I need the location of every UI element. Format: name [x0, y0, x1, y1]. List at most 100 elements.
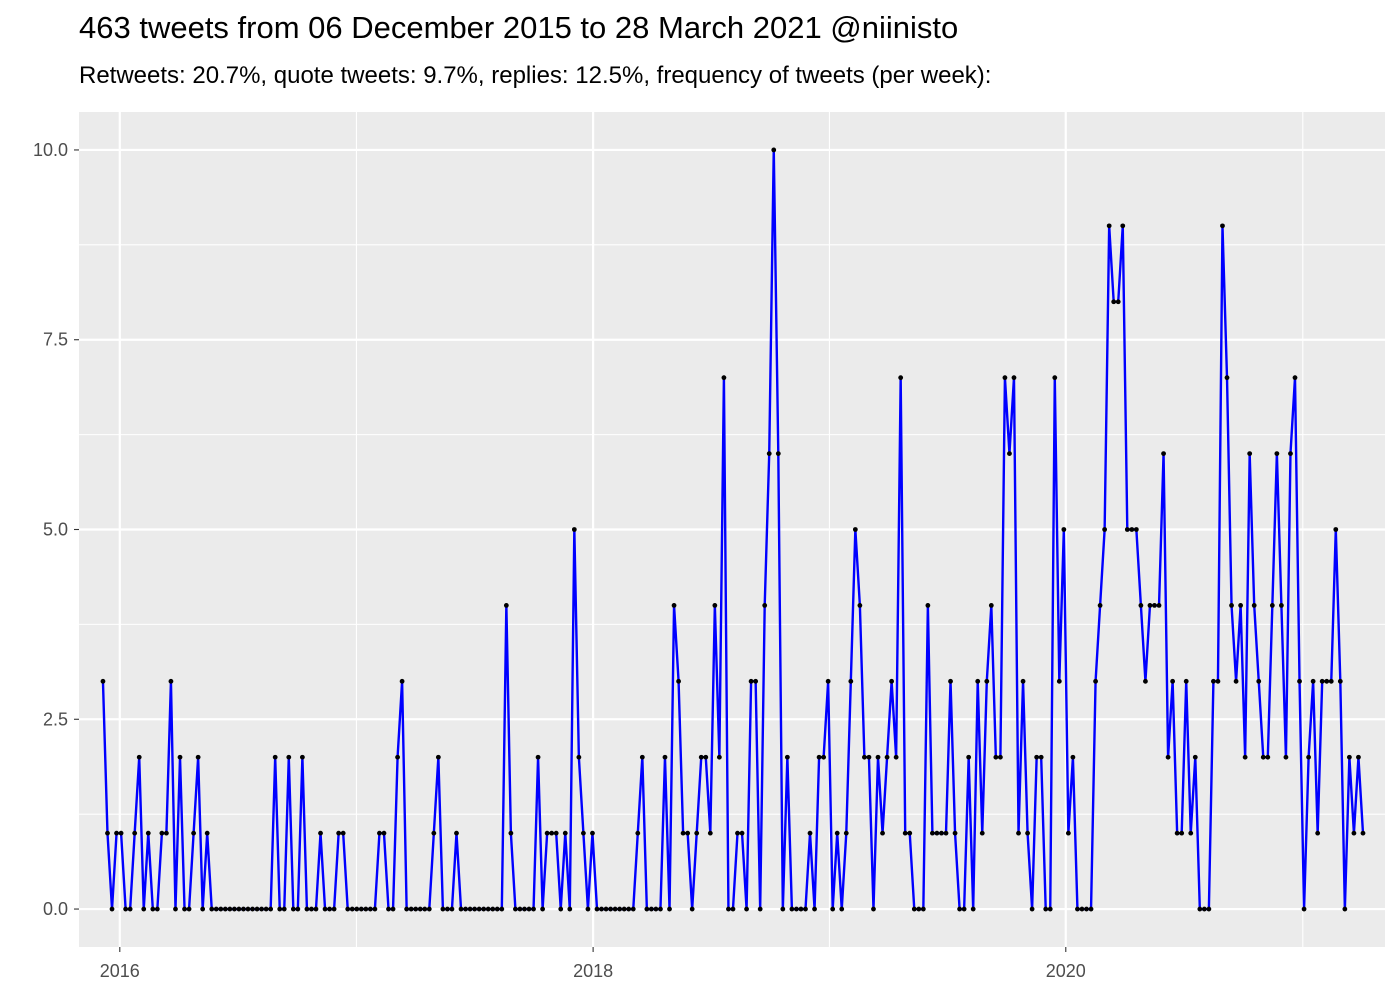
- data-point: [635, 830, 641, 836]
- data-point: [150, 906, 156, 912]
- data-point: [503, 603, 509, 608]
- data-point: [590, 830, 595, 836]
- data-point: [100, 678, 106, 684]
- data-point: [254, 906, 260, 912]
- data-point: [1229, 603, 1234, 608]
- data-point: [1224, 375, 1230, 381]
- data-point: [268, 906, 274, 912]
- data-point: [1143, 678, 1148, 684]
- data-point: [780, 906, 786, 912]
- data-point: [1279, 603, 1284, 608]
- data-point: [1215, 678, 1221, 684]
- data-point: [1133, 527, 1139, 532]
- data-point: [1079, 906, 1085, 912]
- data-point: [517, 906, 523, 912]
- data-point: [159, 830, 165, 836]
- data-point: [1020, 678, 1026, 684]
- data-point: [857, 603, 863, 608]
- data-point: [404, 906, 410, 912]
- data-point: [472, 906, 478, 912]
- data-point: [232, 906, 237, 912]
- data-point: [658, 906, 663, 912]
- data-point: [1269, 603, 1275, 608]
- data-point: [435, 754, 441, 760]
- y-tick-label: 7.5: [43, 330, 68, 350]
- data-point: [417, 906, 423, 912]
- data-point: [313, 906, 319, 912]
- data-point: [1056, 678, 1062, 684]
- data-point: [1333, 527, 1339, 532]
- data-point: [730, 906, 736, 912]
- data-point: [1106, 223, 1112, 229]
- data-point: [662, 754, 668, 760]
- data-point: [843, 830, 849, 836]
- data-point: [852, 527, 858, 532]
- data-point: [118, 830, 124, 836]
- data-point: [1315, 830, 1321, 836]
- data-point: [757, 906, 763, 912]
- data-point: [1065, 830, 1071, 836]
- data-point: [1211, 678, 1216, 684]
- data-point: [721, 375, 727, 381]
- data-point: [1002, 375, 1008, 381]
- data-point: [812, 906, 817, 912]
- data-point: [716, 754, 722, 760]
- data-point: [476, 906, 482, 912]
- data-point: [775, 451, 781, 456]
- data-point: [585, 906, 591, 912]
- data-point: [707, 830, 713, 836]
- data-point: [1034, 754, 1040, 760]
- data-point: [286, 754, 292, 760]
- data-point: [984, 678, 990, 684]
- data-point: [1161, 451, 1166, 456]
- data-point: [463, 906, 468, 912]
- data-point: [680, 830, 686, 836]
- data-point: [916, 906, 922, 912]
- data-point: [327, 906, 332, 912]
- data-point: [535, 754, 541, 760]
- data-point: [911, 906, 917, 912]
- data-point: [644, 906, 650, 912]
- x-tick-label: 2020: [1046, 961, 1086, 981]
- data-point: [1324, 678, 1330, 684]
- data-point: [114, 830, 119, 836]
- data-point: [993, 754, 999, 760]
- data-point: [862, 754, 867, 760]
- data-point: [1075, 906, 1080, 912]
- data-point: [1165, 754, 1171, 760]
- data-point: [227, 906, 233, 912]
- data-point: [1111, 299, 1117, 305]
- data-point: [1120, 223, 1126, 229]
- data-point: [712, 603, 718, 608]
- data-point: [1174, 830, 1180, 836]
- data-point: [794, 906, 799, 912]
- data-point: [612, 906, 618, 912]
- data-point: [907, 830, 913, 836]
- data-point: [1220, 223, 1225, 229]
- data-point: [676, 678, 681, 684]
- data-point: [1124, 527, 1130, 532]
- data-point: [182, 906, 187, 912]
- data-point: [1251, 603, 1257, 608]
- data-point: [898, 375, 904, 381]
- data-point: [109, 906, 115, 912]
- data-point: [173, 906, 178, 912]
- data-point: [653, 906, 659, 912]
- data-point: [961, 906, 967, 912]
- data-point: [413, 906, 419, 912]
- data-point: [272, 754, 278, 760]
- data-point: [1102, 527, 1108, 532]
- data-point: [164, 830, 169, 836]
- data-point: [318, 830, 323, 836]
- data-point: [458, 906, 464, 912]
- data-point: [975, 678, 981, 684]
- data-point: [1256, 678, 1262, 684]
- data-point: [621, 906, 627, 912]
- chart-title: 463 tweets from 06 December 2015 to 28 M…: [79, 10, 959, 45]
- data-point: [259, 906, 264, 912]
- y-tick-label: 10.0: [33, 140, 68, 160]
- data-point: [544, 830, 550, 836]
- data-point: [177, 754, 183, 760]
- data-point: [309, 906, 314, 912]
